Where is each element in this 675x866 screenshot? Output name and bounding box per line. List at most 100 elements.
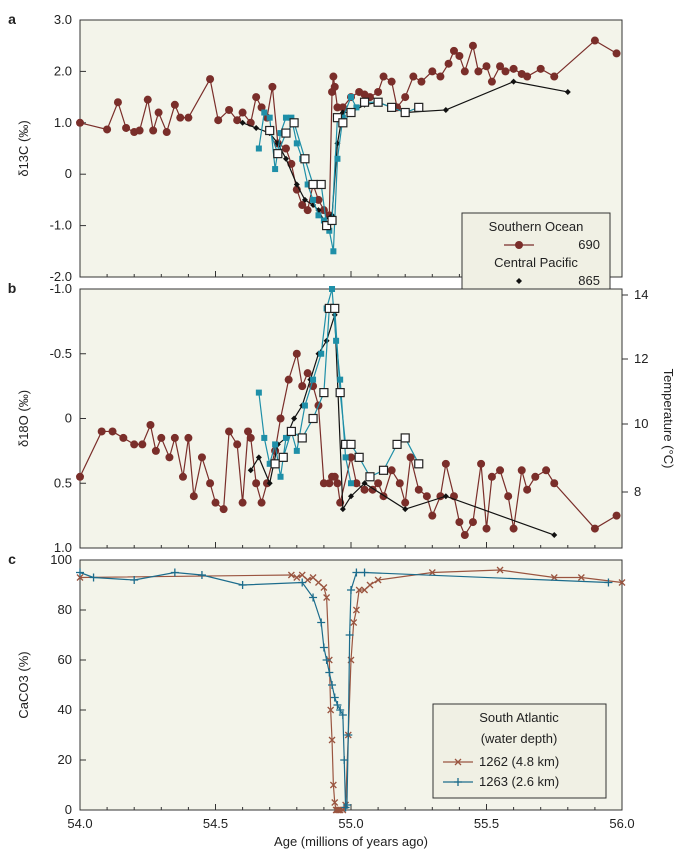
data-point [122, 123, 131, 132]
data-point [347, 586, 355, 594]
data-point [336, 706, 345, 714]
data-point [329, 286, 336, 292]
x-axis-label: Age (millions of years ago) [274, 834, 428, 849]
data-point [414, 485, 423, 494]
data-point [255, 145, 262, 152]
legend-heading: Central Pacific [494, 255, 578, 270]
data-point [309, 593, 318, 602]
data-point [346, 439, 356, 449]
data-point [504, 492, 513, 501]
data-point [238, 498, 247, 507]
y-tick-label: -1.0 [50, 281, 72, 296]
data-point [277, 473, 284, 480]
data-point [135, 126, 144, 135]
data-point [401, 498, 410, 507]
data-point [338, 118, 348, 128]
data-point [310, 196, 317, 203]
data-point [178, 472, 187, 481]
data-point [400, 433, 410, 443]
data-point [536, 64, 545, 73]
data-point [345, 631, 354, 639]
data-point [76, 574, 84, 581]
data-point [103, 125, 112, 134]
data-point [335, 388, 345, 398]
data-point [310, 376, 317, 383]
data-point [276, 414, 285, 423]
data-point [162, 128, 171, 137]
data-point [612, 49, 621, 58]
data-point [550, 479, 559, 488]
data-point [550, 72, 559, 81]
data-point [233, 440, 242, 449]
data-point [333, 337, 340, 344]
data-point [342, 801, 351, 809]
data-point [373, 97, 383, 107]
data-point [315, 579, 322, 586]
data-point [436, 72, 445, 81]
data-point [298, 201, 307, 210]
data-point [328, 681, 337, 689]
data-point [184, 433, 193, 442]
data-point [320, 217, 327, 224]
data-point [455, 518, 464, 527]
data-point [365, 472, 375, 482]
panel-c: c 100 80 60 40 20 0 CaCO3 (%) 54.0 54.5 55.0 55.5 56… [8, 551, 635, 849]
data-point [409, 72, 418, 81]
y-tick-label: 80 [58, 602, 72, 617]
legend-entry: 690 [578, 237, 600, 252]
panel-letter: a [8, 11, 16, 27]
data-point [330, 472, 339, 481]
data-point [238, 581, 247, 589]
data-point [303, 206, 312, 215]
data-point [297, 433, 307, 443]
data-point [281, 128, 291, 138]
data-point [342, 454, 349, 461]
data-point [298, 571, 306, 579]
data-point [318, 350, 325, 357]
data-point [361, 480, 368, 487]
data-point [374, 576, 382, 584]
data-point [474, 67, 483, 76]
legend-entry: 1263 (2.6 km) [479, 774, 559, 789]
data-point [387, 102, 397, 112]
data-point [89, 573, 98, 582]
data-point [293, 140, 300, 147]
data-point [590, 524, 599, 533]
data-point [444, 59, 453, 68]
data-point [316, 179, 326, 190]
data-point [550, 574, 558, 581]
data-point [197, 571, 206, 579]
data-point [344, 731, 353, 739]
data-point [281, 144, 290, 153]
series-525 [255, 286, 354, 487]
data-point [392, 439, 402, 449]
y-tick-label: 0 [65, 802, 72, 817]
data-point [348, 493, 354, 500]
data-point [361, 586, 369, 594]
data-point [255, 454, 262, 461]
data-point [428, 67, 437, 76]
data-point [327, 706, 335, 714]
data-point [214, 116, 223, 125]
data-point [330, 82, 339, 91]
data-point [291, 415, 298, 422]
data-point [509, 524, 518, 533]
data-point [441, 459, 450, 468]
data-point [482, 524, 491, 533]
data-point [292, 349, 301, 358]
data-point [304, 181, 311, 188]
data-point [257, 103, 266, 112]
data-point [97, 427, 106, 436]
data-point [400, 107, 410, 118]
data-point [346, 107, 356, 118]
data-point [157, 433, 166, 442]
x-tick-label: 55.0 [338, 816, 363, 831]
data-point [496, 466, 505, 475]
data-point [449, 46, 458, 55]
data-point [414, 102, 424, 112]
data-point [266, 460, 273, 467]
data-point [244, 427, 253, 436]
data-point [422, 492, 431, 501]
series-525 [255, 94, 360, 255]
data-point [149, 126, 158, 135]
